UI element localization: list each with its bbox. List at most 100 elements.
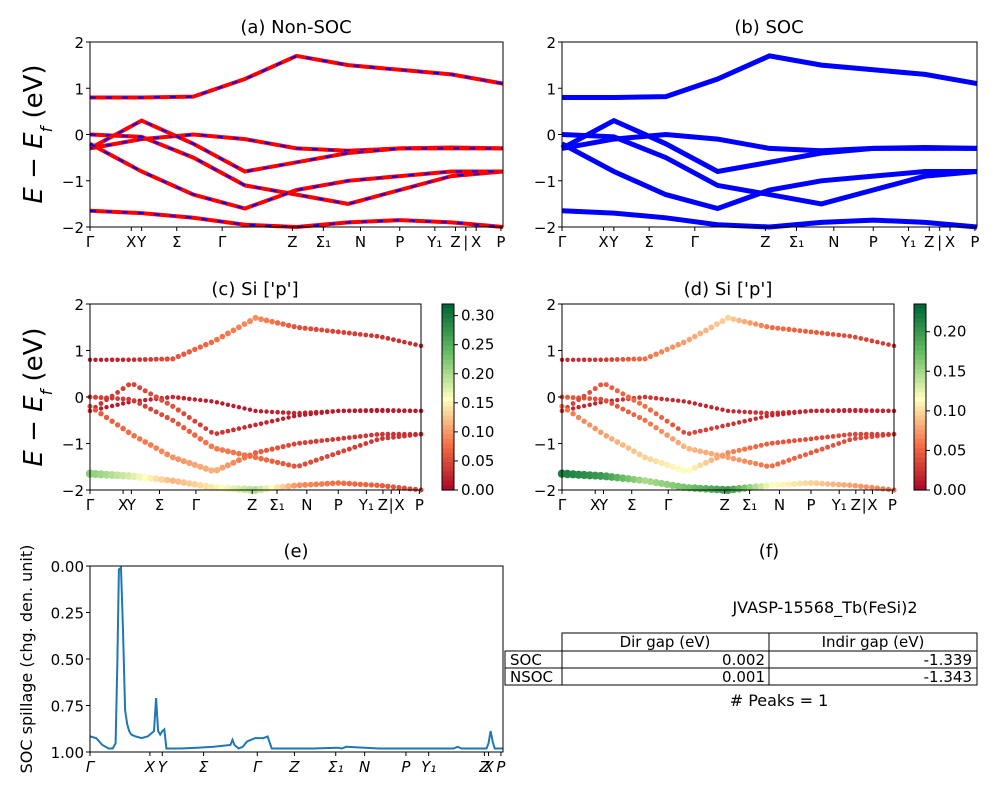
projected-point xyxy=(631,412,637,418)
projected-point xyxy=(852,431,858,437)
colorbar-segment xyxy=(442,350,454,356)
projected-point xyxy=(680,339,687,346)
projected-point xyxy=(104,397,109,403)
kpoint-label: Σ xyxy=(172,233,181,251)
projected-point xyxy=(335,329,341,335)
projected-point xyxy=(747,409,753,415)
projected-point xyxy=(380,431,385,437)
projected-point xyxy=(164,400,170,406)
projected-point xyxy=(297,413,302,418)
projected-point xyxy=(264,420,269,425)
projected-point xyxy=(296,482,303,489)
colorbar-segment xyxy=(914,452,926,459)
kpoint-label: Z xyxy=(924,233,934,251)
projected-point xyxy=(385,431,391,437)
projected-point xyxy=(258,316,264,323)
projected-point xyxy=(613,473,622,482)
projected-point xyxy=(581,403,587,409)
projected-point xyxy=(570,357,576,362)
projected-point xyxy=(730,316,737,323)
projected-point xyxy=(708,457,715,464)
projected-point xyxy=(686,467,693,474)
projected-point xyxy=(98,411,104,417)
projected-point xyxy=(346,435,352,440)
projected-point xyxy=(341,330,347,335)
colorbar-segment xyxy=(442,355,454,361)
projected-point xyxy=(681,399,686,404)
projected-point xyxy=(664,461,671,468)
ytick-label: 0 xyxy=(546,389,556,407)
ytick-label: −2 xyxy=(534,219,556,237)
colorbar-segment xyxy=(442,415,454,421)
ytick-label: 0.25 xyxy=(51,605,84,623)
projected-point xyxy=(576,405,581,410)
projected-point xyxy=(363,408,368,414)
projected-point xyxy=(735,485,743,493)
projected-point xyxy=(175,407,181,413)
projected-point xyxy=(202,465,209,472)
projected-point xyxy=(747,417,753,423)
projected-point xyxy=(407,431,413,437)
projected-point xyxy=(719,452,726,459)
projected-point xyxy=(252,454,259,461)
projected-point xyxy=(664,346,670,353)
projected-point xyxy=(675,439,681,446)
projected-point xyxy=(770,413,775,418)
colorbar-label: 0.20 xyxy=(933,323,966,341)
projected-point xyxy=(720,407,725,412)
projected-point xyxy=(329,480,336,487)
ytick-label: 2 xyxy=(546,34,556,52)
projected-point xyxy=(874,485,881,491)
colorbar-segment xyxy=(442,443,454,449)
projected-point xyxy=(830,408,836,414)
projected-point xyxy=(341,435,347,441)
projected-point xyxy=(863,484,869,490)
kpoint-label: Y₁ xyxy=(426,233,442,251)
projected-point xyxy=(380,334,385,340)
projected-point xyxy=(565,357,570,362)
projected-point xyxy=(747,459,753,466)
projected-point xyxy=(681,429,687,435)
projected-point xyxy=(402,431,407,437)
projected-point xyxy=(598,396,604,402)
projected-point xyxy=(192,432,198,438)
projected-point xyxy=(92,407,99,413)
projected-point xyxy=(647,407,654,413)
projected-point xyxy=(220,429,225,435)
projected-point xyxy=(141,474,149,482)
projected-point xyxy=(587,422,593,428)
projected-point xyxy=(181,425,187,431)
projected-point xyxy=(352,481,358,487)
projected-point xyxy=(225,330,231,337)
projected-point xyxy=(247,423,253,429)
projected-point xyxy=(847,408,852,414)
colorbar-segment xyxy=(914,387,926,393)
ylabel-middle: E − Ef (eV) xyxy=(19,327,56,466)
projected-point xyxy=(658,349,665,355)
projected-point xyxy=(285,483,292,490)
kpoint-label: Z xyxy=(478,758,490,776)
projected-point xyxy=(302,412,308,417)
projected-point xyxy=(714,425,720,430)
projected-point xyxy=(669,481,677,489)
colorbar-segment xyxy=(914,369,926,375)
projected-point xyxy=(252,450,259,456)
projected-point xyxy=(736,420,742,425)
projected-point xyxy=(713,485,721,494)
projected-point xyxy=(731,421,736,427)
projected-point xyxy=(819,330,825,336)
projected-point xyxy=(786,438,792,444)
projected-point xyxy=(680,467,687,474)
projected-point xyxy=(663,480,671,488)
projected-point xyxy=(313,438,319,444)
projected-point xyxy=(747,445,753,451)
projected-point xyxy=(213,467,221,474)
projected-point xyxy=(636,356,643,362)
projected-point xyxy=(714,321,720,327)
projected-point xyxy=(836,408,841,414)
panel-c-kpoints: Γ XY Σ Γ Z Σ₁ N P Y₁ Z | X P xyxy=(86,490,424,514)
projected-point xyxy=(291,410,297,416)
projected-point xyxy=(614,403,620,409)
projected-point xyxy=(814,448,819,454)
projected-point xyxy=(137,385,143,391)
